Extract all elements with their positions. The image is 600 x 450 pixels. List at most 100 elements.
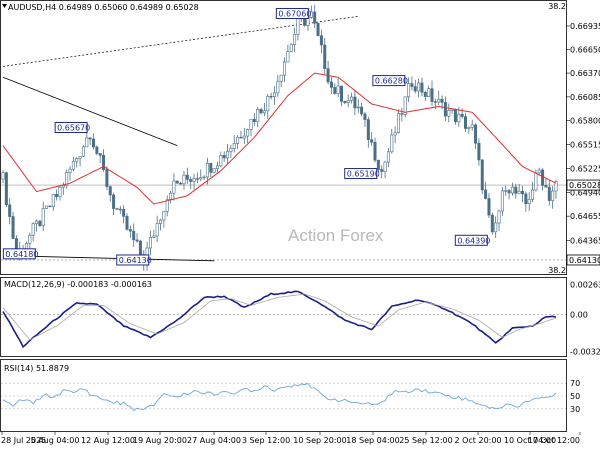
candle [256, 106, 260, 127]
candle-body [125, 216, 129, 230]
candle [219, 151, 223, 168]
candle [386, 148, 390, 168]
candle [35, 219, 39, 232]
candle-body [440, 98, 444, 103]
candle-body [182, 174, 186, 185]
candle-body [249, 118, 253, 130]
candle [470, 119, 474, 131]
candle [437, 91, 441, 106]
candle-body [8, 204, 12, 217]
candle [125, 213, 129, 231]
candle-body [226, 151, 230, 159]
candle-body [514, 186, 518, 194]
candle [91, 133, 95, 150]
candle-body [4, 172, 8, 206]
candle [484, 181, 488, 200]
candle [370, 132, 374, 146]
candle [88, 136, 92, 146]
price-annotation: 0.65190 [344, 168, 380, 180]
candle [242, 127, 246, 145]
candle-body [289, 44, 293, 52]
price-tick-label: 0.66370 [570, 69, 600, 78]
candle-body [58, 186, 62, 198]
candle-body [534, 172, 538, 191]
moving-average-line [2, 72, 557, 205]
candle [373, 137, 377, 163]
candle [199, 169, 203, 182]
candle-body [75, 158, 79, 162]
candle [531, 181, 535, 203]
candle [517, 183, 521, 194]
candle [246, 128, 250, 144]
candle-body [236, 136, 240, 144]
price-tick-label: 0.65800 [570, 117, 600, 126]
collapse-arrow-icon[interactable] [2, 4, 7, 8]
candle-body [480, 159, 484, 191]
candle [195, 172, 199, 184]
candle-body [494, 222, 498, 233]
watermark: Action Forex [288, 226, 384, 245]
candle-body [279, 74, 283, 82]
candle [276, 74, 280, 97]
candle-body [333, 87, 337, 94]
candle [232, 135, 236, 153]
candle-body [470, 124, 474, 128]
candle-body [554, 181, 558, 192]
candle-body [437, 98, 441, 103]
time-tick-label: 17 Oct 12:00 [528, 436, 580, 445]
candle-body [239, 136, 243, 139]
candle [316, 22, 320, 37]
candle-body [41, 208, 45, 226]
candle [122, 205, 126, 224]
candle [313, 4, 317, 28]
price-annotation-text: 0.65670 [57, 123, 90, 132]
candle [494, 216, 498, 239]
candle-body [447, 110, 451, 117]
candle-body [423, 91, 427, 97]
low-price-tag-text: 0.64130 [569, 256, 600, 265]
candle [363, 111, 367, 127]
candle-body [319, 35, 323, 46]
candle [71, 156, 75, 172]
candle [128, 225, 132, 238]
time-tick-label: 28 Jul 2025 [1, 436, 46, 445]
candle [524, 191, 528, 212]
price-annotation-text: 0.66280 [375, 77, 408, 86]
candle [551, 186, 555, 209]
price-trendlines [2, 15, 359, 262]
candle [410, 76, 414, 91]
candle-body [283, 61, 287, 76]
candle-body [256, 109, 260, 122]
candle [115, 207, 119, 210]
candle [474, 123, 478, 149]
price-tick-label: 0.64655 [570, 212, 600, 221]
price-tick-label: 0.64365 [570, 236, 600, 245]
candle [209, 162, 213, 177]
candle-body [118, 208, 122, 211]
candle-body [524, 193, 528, 205]
time-tick-label: 10 Sep 20:00 [293, 436, 346, 445]
candle [236, 134, 240, 150]
candle [135, 233, 139, 243]
candle-body [205, 162, 209, 178]
candle-body [246, 129, 250, 137]
resistance-trendline [2, 76, 178, 147]
candle [319, 29, 323, 54]
price-tick-label: 0.66650 [570, 46, 600, 55]
macd-line [2, 290, 557, 349]
candle-body [504, 190, 508, 192]
candle-body [189, 179, 193, 182]
candle-body [484, 189, 488, 199]
candle [262, 103, 266, 117]
support-trendline [9, 255, 215, 262]
candle-body [313, 11, 317, 24]
candle-body [420, 82, 424, 93]
candle [48, 205, 52, 208]
candle [390, 128, 394, 154]
fibo-top-label: 38.2 [548, 2, 566, 11]
candle [85, 133, 89, 148]
candle [286, 44, 290, 63]
candle-body [340, 85, 344, 102]
candle [407, 77, 411, 103]
candle-body [520, 190, 524, 195]
